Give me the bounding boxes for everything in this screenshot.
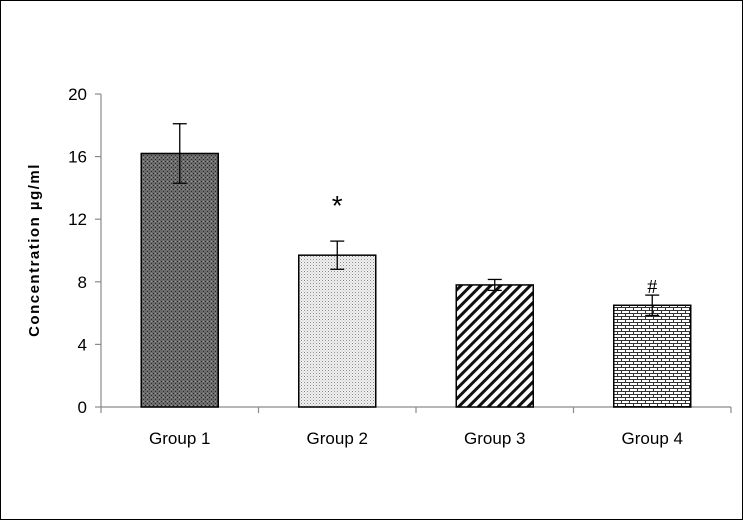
y-tick-label: 16 — [68, 148, 87, 167]
significance-annotation: * — [332, 190, 343, 221]
bar — [140, 152, 219, 408]
y-tick-label: 4 — [78, 335, 87, 354]
y-tick-label: 12 — [68, 210, 87, 229]
bar — [455, 284, 534, 408]
bar — [613, 304, 692, 408]
y-tick-label: 20 — [68, 85, 87, 104]
category-label: Group 2 — [307, 429, 368, 448]
y-axis-title: Concentration µg/ml — [26, 163, 43, 337]
significance-annotation: # — [647, 276, 657, 298]
bar — [298, 254, 377, 408]
category-label: Group 1 — [149, 429, 210, 448]
y-tick-label: 0 — [78, 398, 87, 417]
y-tick-label: 8 — [78, 273, 87, 292]
category-label: Group 3 — [464, 429, 525, 448]
category-label: Group 4 — [622, 429, 683, 448]
